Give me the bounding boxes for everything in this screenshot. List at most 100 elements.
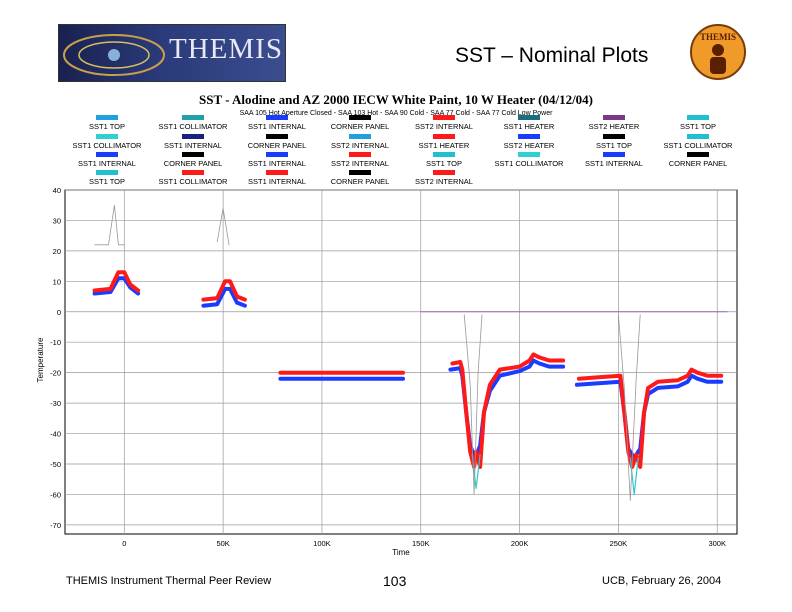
legend-swatch — [182, 152, 204, 157]
chart-title: SST - Alodine and AZ 2000 IECW White Pai… — [199, 92, 593, 107]
logo-text: THEMIS — [169, 33, 283, 65]
x-axis-label: Time — [392, 548, 410, 557]
y-tick-label: -50 — [50, 460, 61, 469]
legend-label: SST1 TOP — [89, 122, 125, 131]
x-tick-label: 250K — [610, 539, 628, 548]
footer-page-number: 103 — [383, 573, 407, 589]
legend-label: SST1 HEATER — [504, 122, 555, 131]
legend-label: SST2 HEATER — [504, 141, 555, 150]
y-tick-label: -30 — [50, 399, 61, 408]
legend-swatch — [266, 134, 288, 139]
x-tick-label: 100K — [313, 539, 331, 548]
legend-swatch — [518, 152, 540, 157]
series-line-corner-panel — [94, 204, 125, 246]
themis-logo: THEMIS — [58, 24, 286, 82]
legend-swatch — [687, 115, 709, 120]
field-line-inner — [78, 41, 150, 69]
legend-label: SST1 TOP — [680, 122, 716, 131]
legend-label: SST2 HEATER — [589, 122, 640, 131]
legend-swatch — [96, 152, 118, 157]
badge-text: THEMIS — [699, 32, 736, 42]
axis-ticks: 0 50K 100K 150K 200K 250K 300K 40 30 20 10 0 -10 -20 -… — [50, 186, 726, 548]
y-tick-label: 30 — [53, 216, 61, 225]
series-line-sst2-internal — [576, 367, 724, 469]
legend-label: SST1 COLLIMATOR — [495, 159, 564, 168]
legend-swatch — [96, 134, 118, 139]
series — [92, 204, 728, 501]
legend-swatch — [603, 152, 625, 157]
legend-swatch — [266, 170, 288, 175]
legend-swatch — [349, 152, 371, 157]
legend-swatch — [687, 134, 709, 139]
series-line-sst2-internal — [201, 279, 247, 302]
themis-badge: THEMIS — [690, 24, 746, 80]
legend-swatch — [433, 152, 455, 157]
legend-swatch — [433, 134, 455, 139]
legend-label: CORNER PANEL — [331, 122, 390, 131]
legend-label: SST1 INTERNAL — [248, 122, 306, 131]
series-line-corner-panel — [618, 314, 641, 501]
y-tick-label: -60 — [50, 490, 61, 499]
legend-swatch — [349, 134, 371, 139]
legend-swatch — [182, 170, 204, 175]
legend-label: SST1 INTERNAL — [248, 159, 306, 168]
series-line-corner-panel — [463, 314, 483, 495]
x-tick-label: 0 — [122, 539, 126, 548]
legend-swatch — [96, 170, 118, 175]
legend: SST1 TOP SST1 COLLIMATOR SST1 INTERNAL CORN… — [73, 115, 733, 186]
legend-swatch — [518, 115, 540, 120]
legend-label: SST2 INTERNAL — [415, 122, 473, 131]
legend-label: SST1 TOP — [596, 141, 632, 150]
footer-date: UCB, February 26, 2004 — [602, 575, 722, 587]
series-line-sst1-internal — [201, 286, 247, 308]
y-tick-label: -20 — [50, 369, 61, 378]
x-tick-label: 300K — [708, 539, 726, 548]
y-tick-label: 0 — [57, 308, 61, 317]
legend-swatch — [349, 115, 371, 120]
legend-swatch — [349, 170, 371, 175]
y-tick-label: 10 — [53, 277, 61, 286]
legend-label: SST1 INTERNAL — [585, 159, 643, 168]
chart-subtitle: SAA 105 Hot Aperture Closed - SAA 103 Ho… — [240, 110, 554, 117]
legend-label: SST1 TOP — [426, 159, 462, 168]
legend-label: SST1 INTERNAL — [248, 177, 306, 186]
x-tick-label: 50K — [216, 539, 229, 548]
magnetosphere-graphic — [63, 34, 165, 76]
legend-label: SST1 INTERNAL — [78, 159, 136, 168]
footer-left: THEMIS Instrument Thermal Peer Review — [66, 575, 272, 587]
legend-label: SST2 INTERNAL — [331, 159, 389, 168]
legend-swatch — [182, 134, 204, 139]
y-tick-label: -40 — [50, 430, 61, 439]
legend-swatch — [687, 152, 709, 157]
legend-swatch — [518, 134, 540, 139]
legend-swatch — [433, 170, 455, 175]
legend-swatch — [433, 115, 455, 120]
y-axis-label: Temperature — [36, 337, 45, 382]
legend-swatch — [182, 115, 204, 120]
plot-frame — [64, 189, 738, 535]
series-line-sst2-internal — [450, 352, 566, 469]
y-tick-label: -70 — [50, 521, 61, 530]
legend-swatch — [266, 115, 288, 120]
legend-label: CORNER PANEL — [331, 177, 390, 186]
x-tick-label: 200K — [511, 539, 529, 548]
legend-label: CORNER PANEL — [248, 141, 307, 150]
field-line-outer — [63, 34, 165, 76]
series-line-sst1-internal — [92, 276, 141, 296]
slide-title: SST – Nominal Plots — [455, 44, 649, 67]
legend-label: SST1 HEATER — [419, 141, 470, 150]
y-tick-label: 20 — [53, 247, 61, 256]
legend-label: CORNER PANEL — [164, 159, 223, 168]
legend-label: SST1 COLLIMATOR — [73, 141, 142, 150]
legend-label: SST2 INTERNAL — [331, 141, 389, 150]
legend-label: SST1 COLLIMATOR — [159, 177, 228, 186]
legend-label: SST1 COLLIMATOR — [159, 122, 228, 131]
legend-swatch — [266, 152, 288, 157]
series-line-sst2-internal — [92, 270, 141, 293]
x-tick-label: 150K — [412, 539, 430, 548]
legend-label: CORNER PANEL — [669, 159, 728, 168]
legend-label: SST1 TOP — [89, 177, 125, 186]
legend-label: SST2 INTERNAL — [415, 177, 473, 186]
legend-label: SST1 INTERNAL — [164, 141, 222, 150]
